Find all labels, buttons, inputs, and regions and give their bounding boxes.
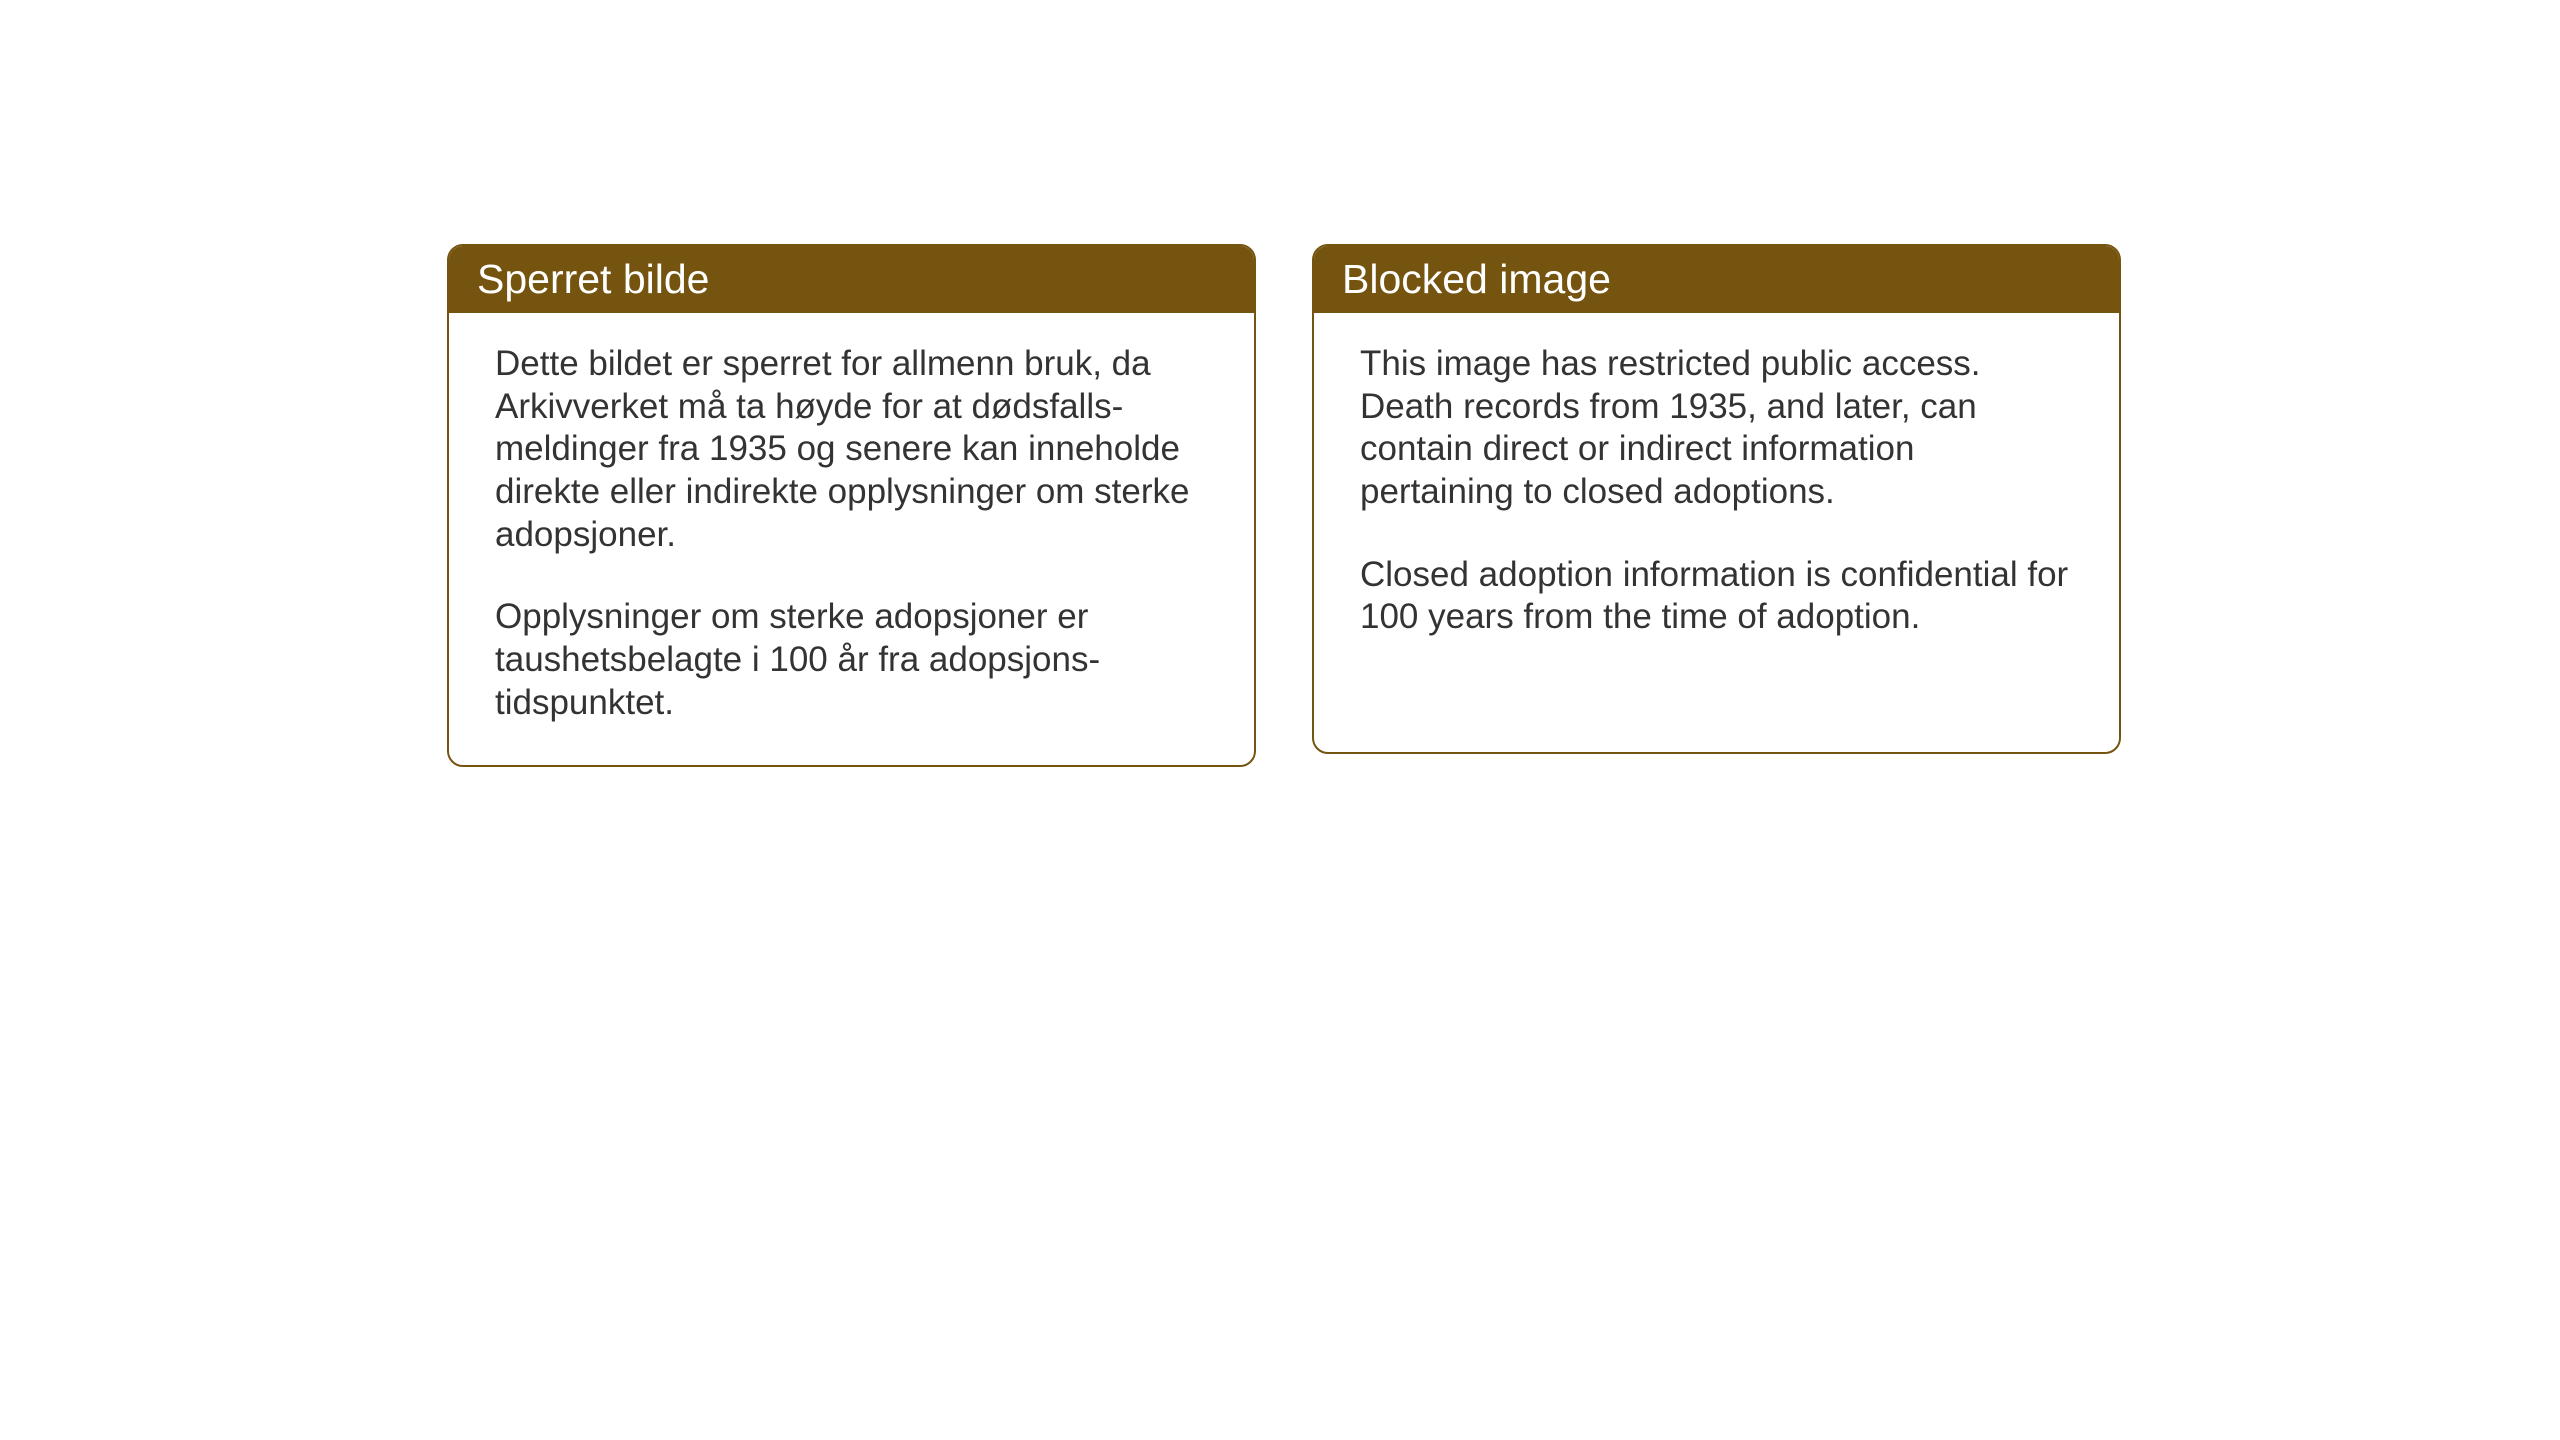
card-paragraph-2: Closed adoption information is confident… bbox=[1360, 554, 2073, 639]
notice-card-english: Blocked image This image has restricted … bbox=[1312, 244, 2121, 754]
card-paragraph-1: This image has restricted public access.… bbox=[1360, 343, 2073, 514]
card-body-norwegian: Dette bildet er sperret for allmenn bruk… bbox=[449, 313, 1254, 765]
notice-card-norwegian: Sperret bilde Dette bildet er sperret fo… bbox=[447, 244, 1256, 767]
card-header-english: Blocked image bbox=[1314, 246, 2119, 313]
card-header-norwegian: Sperret bilde bbox=[449, 246, 1254, 313]
card-paragraph-2: Opplysninger om sterke adopsjoner er tau… bbox=[495, 596, 1208, 724]
card-paragraph-1: Dette bildet er sperret for allmenn bruk… bbox=[495, 343, 1208, 556]
notice-cards-container: Sperret bilde Dette bildet er sperret fo… bbox=[447, 244, 2121, 767]
card-body-english: This image has restricted public access.… bbox=[1314, 313, 2119, 679]
